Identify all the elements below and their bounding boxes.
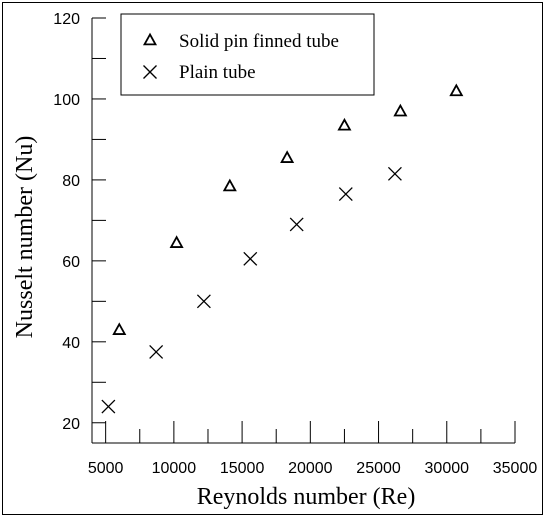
legend-triangle-icon [142, 32, 158, 46]
x-tick-label: 20000 [288, 460, 333, 477]
triangle-point [280, 150, 295, 163]
legend-label-solid-pin: Solid pin finned tube [179, 31, 339, 52]
triangle-point [222, 178, 237, 192]
triangle-point [112, 322, 127, 335]
x-tick-label: 35000 [493, 460, 538, 477]
triangle-point [169, 235, 184, 248]
x-marker-stroke [387, 166, 402, 181]
x-tick-label: 5000 [88, 460, 124, 477]
legend: Solid pin finned tube Plain tube [120, 13, 375, 96]
y-tick-label: 80 [62, 173, 80, 190]
legend-box [120, 13, 375, 96]
x-marker-stroke [338, 187, 353, 202]
x-marker-stroke [289, 217, 304, 232]
x-tick-label: 10000 [152, 460, 197, 477]
legend-x-icon [143, 65, 157, 79]
y-tick-label: 60 [62, 254, 80, 271]
axes [91, 18, 515, 444]
y-tick-label: 40 [62, 335, 80, 352]
ticks [92, 17, 516, 443]
x-marker-stroke [101, 399, 116, 414]
legend-marker-triangle [142, 32, 158, 46]
y-tick-label: 100 [53, 92, 80, 109]
x-marker-stroke [196, 294, 211, 309]
triangle-point [393, 103, 408, 117]
x-point [149, 344, 164, 359]
x-axis-title: Reynolds number (Re) [197, 484, 416, 510]
data-marks [101, 83, 464, 414]
x-point [196, 294, 211, 309]
triangle-point [449, 83, 464, 97]
x-tick-label: 25000 [356, 460, 401, 477]
x-marker-stroke [243, 251, 258, 266]
x-tick-label: 15000 [220, 460, 265, 477]
tick-labels: 20 40 60 80 100 120 5000 10000 15000 20000 25000 30… [53, 11, 537, 477]
legend-marker-x [143, 65, 157, 79]
x-point [338, 187, 353, 202]
x-marker-stroke [143, 65, 157, 79]
y-tick-label: 120 [53, 11, 80, 28]
x-point [289, 217, 304, 232]
y-axis-title: Nusselt number (Nu) [12, 136, 38, 339]
y-tick-label: 20 [62, 416, 80, 433]
x-tick-label: 30000 [425, 460, 470, 477]
x-point [387, 166, 402, 181]
x-point [101, 399, 116, 414]
x-marker-stroke [149, 344, 164, 359]
x-point [243, 251, 258, 266]
triangle-point [337, 117, 352, 131]
legend-label-plain-tube: Plain tube [179, 62, 256, 83]
